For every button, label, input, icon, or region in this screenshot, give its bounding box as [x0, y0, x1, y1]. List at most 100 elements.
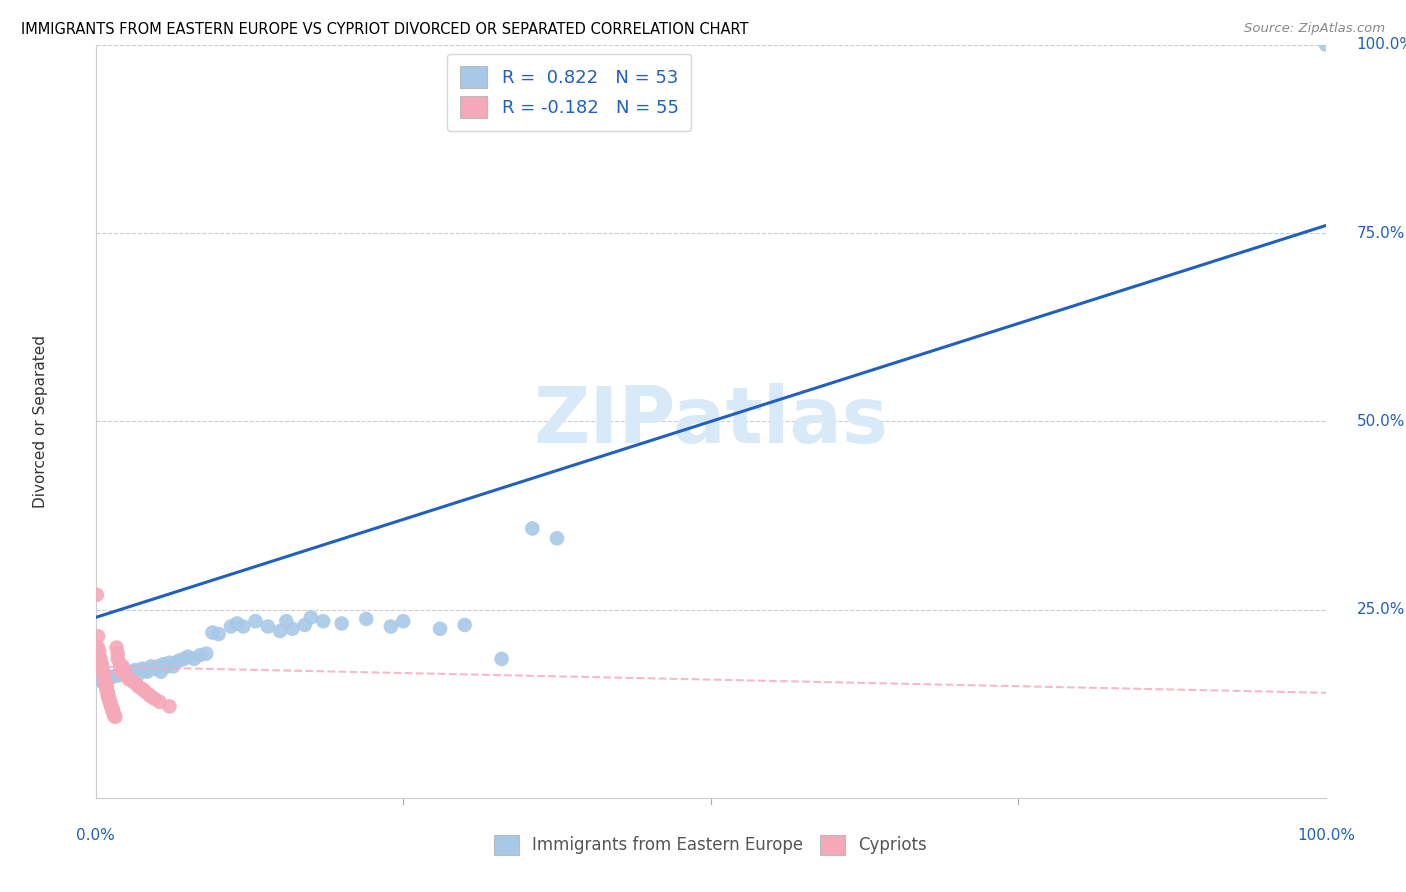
Point — [201, 625, 224, 640]
Point — [115, 669, 138, 683]
Point — [299, 610, 322, 624]
Point — [93, 671, 115, 685]
Text: 50.0%: 50.0% — [1357, 414, 1405, 429]
Point — [491, 652, 513, 666]
Point — [232, 619, 254, 633]
Point — [195, 647, 218, 661]
Point — [454, 618, 477, 632]
Point — [257, 619, 280, 633]
Point — [100, 699, 122, 714]
Point — [149, 665, 172, 679]
Point — [330, 616, 353, 631]
Point — [169, 653, 191, 667]
Point — [97, 690, 120, 704]
Point — [110, 663, 132, 677]
Point — [522, 521, 544, 535]
Point — [98, 693, 121, 707]
Point — [89, 644, 111, 658]
Point — [107, 668, 129, 682]
Point — [89, 649, 111, 664]
Point — [208, 627, 231, 641]
Point — [131, 681, 153, 696]
Point — [312, 614, 335, 628]
Point — [380, 619, 402, 633]
Point — [90, 657, 112, 672]
Point — [101, 705, 124, 719]
Point — [94, 678, 117, 692]
Point — [183, 652, 205, 666]
Point — [90, 662, 112, 676]
Point — [98, 695, 122, 709]
Point — [354, 612, 377, 626]
Point — [159, 656, 180, 670]
Point — [98, 671, 122, 685]
Point — [97, 686, 120, 700]
Text: 100.0%: 100.0% — [1357, 37, 1406, 52]
Point — [269, 624, 291, 638]
Point — [245, 614, 267, 628]
Point — [96, 680, 118, 694]
Text: Divorced or Separated: Divorced or Separated — [32, 335, 48, 508]
Point — [97, 687, 120, 701]
Point — [98, 697, 122, 711]
Text: 75.0%: 75.0% — [1357, 226, 1405, 241]
Point — [146, 659, 169, 673]
Point — [105, 640, 128, 655]
Text: 100.0%: 100.0% — [1296, 829, 1355, 844]
Text: ZIPatlas: ZIPatlas — [533, 384, 889, 459]
Point — [112, 665, 135, 679]
Point — [118, 672, 141, 686]
Point — [138, 687, 160, 701]
Point — [188, 648, 211, 662]
Point — [94, 676, 117, 690]
Point — [96, 683, 118, 698]
Point — [1315, 37, 1337, 52]
Point — [162, 659, 184, 673]
Point — [111, 659, 134, 673]
Point — [131, 662, 153, 676]
Point — [104, 710, 127, 724]
Point — [98, 691, 121, 706]
Point — [294, 618, 316, 632]
Text: 25.0%: 25.0% — [1357, 602, 1405, 617]
Point — [94, 674, 117, 689]
Point — [107, 647, 129, 661]
Point — [128, 680, 150, 694]
Text: Source: ZipAtlas.com: Source: ZipAtlas.com — [1244, 22, 1385, 36]
Point — [107, 652, 129, 666]
Point — [100, 701, 122, 715]
Point — [110, 667, 132, 681]
Point — [90, 674, 112, 689]
Text: IMMIGRANTS FROM EASTERN EUROPE VS CYPRIOT DIVORCED OR SEPARATED CORRELATION CHAR: IMMIGRANTS FROM EASTERN EUROPE VS CYPRIO… — [21, 22, 748, 37]
Point — [91, 663, 114, 677]
Point — [93, 672, 115, 686]
Text: 0.0%: 0.0% — [76, 829, 115, 844]
Point — [124, 663, 146, 677]
Point — [121, 674, 143, 689]
Point — [103, 669, 125, 683]
Point — [91, 665, 114, 679]
Point — [226, 616, 249, 631]
Point — [110, 657, 132, 672]
Point — [103, 708, 125, 723]
Point — [173, 652, 195, 666]
Point — [90, 659, 112, 673]
Point — [219, 619, 242, 633]
Point — [115, 665, 138, 679]
Point — [87, 640, 110, 655]
Point — [143, 662, 166, 676]
Point — [97, 672, 120, 686]
Point — [149, 695, 172, 709]
Point — [156, 659, 179, 673]
Point — [111, 665, 134, 680]
Point — [87, 629, 110, 643]
Point — [125, 677, 148, 691]
Point — [159, 699, 180, 714]
Point — [546, 531, 568, 545]
Point — [136, 665, 159, 679]
Point — [90, 654, 112, 668]
Point — [118, 667, 141, 681]
Point — [96, 681, 118, 696]
Point — [128, 667, 150, 681]
Point — [101, 702, 124, 716]
